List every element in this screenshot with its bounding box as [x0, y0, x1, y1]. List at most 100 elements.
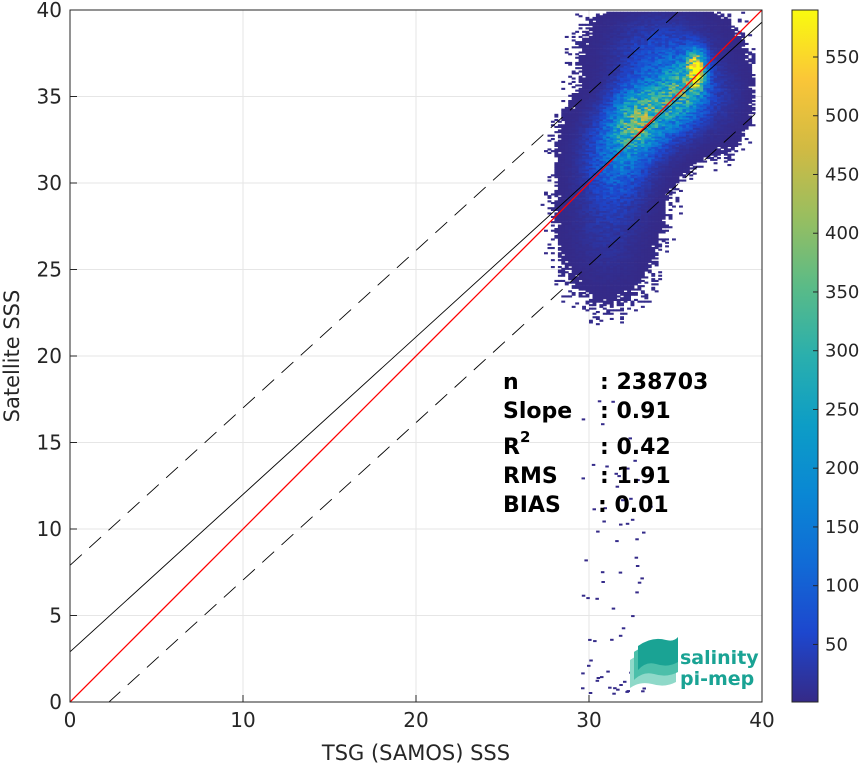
density-cell — [595, 106, 600, 109]
density-cell — [595, 278, 600, 281]
density-cell — [571, 134, 576, 137]
density-cell — [595, 316, 600, 319]
density-cell — [592, 198, 597, 201]
density-cell — [609, 119, 614, 122]
density-cell — [672, 184, 676, 187]
density-cell — [640, 219, 645, 222]
density-cell — [564, 267, 569, 270]
density-cell — [575, 127, 580, 130]
density-cell — [637, 179, 642, 182]
density-cell — [651, 15, 656, 18]
density-cell — [595, 53, 600, 56]
density-cell — [634, 131, 638, 134]
density-cell — [585, 68, 590, 71]
density-cell — [616, 202, 621, 205]
density-cell — [602, 286, 607, 289]
density-cell — [661, 27, 666, 30]
density-cell — [602, 297, 607, 300]
density-cell — [640, 191, 645, 194]
density-cell — [616, 217, 621, 220]
density-cell — [609, 250, 614, 253]
density-cell — [627, 202, 631, 205]
density-cell — [634, 129, 638, 132]
density-cell — [606, 100, 611, 103]
density-cell — [644, 105, 649, 108]
density-cell — [582, 150, 586, 153]
density-cell — [564, 252, 569, 255]
density-cell — [609, 279, 614, 282]
density-cell — [627, 125, 631, 128]
density-cell — [640, 234, 645, 237]
density-cell — [630, 11, 635, 14]
density-cell — [634, 67, 638, 70]
density-cell — [672, 181, 676, 184]
density-cell — [623, 132, 628, 135]
density-cell — [589, 286, 593, 289]
density-cell — [578, 170, 583, 173]
density-cell — [665, 117, 669, 120]
density-cell — [651, 169, 656, 172]
density-cell — [623, 94, 628, 97]
density-cell — [627, 151, 631, 154]
density-cell — [637, 233, 642, 236]
density-cell — [571, 266, 576, 269]
density-cell — [582, 253, 586, 256]
density-cell — [620, 188, 624, 191]
density-cell — [582, 136, 586, 139]
density-cell — [637, 240, 642, 243]
density-cell — [620, 226, 624, 229]
density-cell — [578, 35, 583, 38]
density-cell — [627, 65, 631, 68]
density-cell — [634, 138, 638, 141]
density-cell — [658, 58, 663, 61]
density-cell — [668, 77, 673, 80]
density-cell — [595, 63, 600, 66]
density-cell — [595, 100, 600, 103]
density-cell — [661, 80, 666, 83]
density-cell — [606, 288, 611, 291]
density-cell — [661, 164, 666, 167]
density-cell — [599, 300, 604, 303]
density-cell — [602, 198, 607, 201]
density-cell — [554, 189, 559, 192]
density-cell — [595, 207, 600, 210]
density-cell — [658, 221, 663, 224]
density-cell — [585, 117, 590, 120]
density-cell — [651, 30, 656, 33]
density-cell — [613, 183, 618, 186]
density-cell — [609, 46, 614, 49]
density-cell — [568, 210, 573, 213]
density-cell — [637, 110, 642, 113]
density-cell — [630, 262, 635, 265]
density-cell — [578, 224, 583, 227]
density-cell — [613, 22, 618, 25]
density-cell — [654, 176, 659, 179]
density-cell — [623, 143, 628, 146]
density-cell — [578, 243, 583, 246]
density-cell — [637, 243, 642, 246]
density-cell — [592, 96, 597, 99]
density-cell — [599, 82, 604, 85]
density-cell — [672, 238, 676, 241]
density-cell — [568, 174, 573, 177]
density-cell — [568, 248, 573, 251]
density-cell — [647, 153, 652, 156]
density-cell — [616, 124, 621, 127]
density-cell — [582, 23, 586, 26]
density-cell — [616, 60, 621, 63]
density-cell — [613, 290, 618, 293]
density-cell — [606, 188, 611, 191]
density-cell — [578, 164, 583, 167]
density-cell — [620, 37, 624, 40]
density-cell — [658, 25, 663, 28]
density-cell — [637, 39, 642, 42]
density-cell — [654, 181, 659, 184]
density-cell — [640, 214, 645, 217]
density-cell — [668, 34, 673, 37]
density-cell — [592, 153, 597, 156]
density-cell — [620, 119, 624, 122]
density-cell — [668, 217, 673, 220]
density-cell — [609, 174, 614, 177]
density-cell — [602, 138, 607, 141]
density-cell — [606, 312, 611, 315]
